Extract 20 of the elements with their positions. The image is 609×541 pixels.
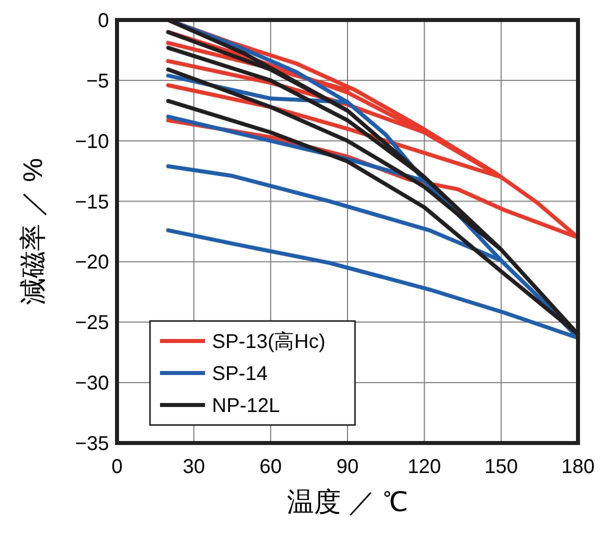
x-axis-title: 温度 ／ ℃: [286, 487, 408, 517]
y-tick-label: −10: [75, 130, 109, 153]
x-tick-label: 150: [484, 456, 518, 478]
y-tick-label: −5: [86, 70, 109, 92]
y-tick-label: 0: [98, 10, 109, 32]
x-tick-label: 90: [336, 456, 359, 478]
y-tick-label: −20: [75, 252, 109, 274]
legend-label: SP-13(高Hc): [212, 330, 326, 353]
y-tick-label: −35: [75, 433, 109, 455]
y-tick-label: −30: [75, 372, 109, 395]
y-axis-title: 減磁率 ／ %: [18, 158, 48, 306]
y-tick-label: −15: [75, 191, 109, 214]
x-tick-label: 30: [182, 456, 205, 478]
legend-label: NP-12L: [212, 395, 280, 417]
y-tick-label: −25: [75, 312, 109, 334]
legend-label: SP-14: [212, 363, 268, 385]
x-tick-label: 60: [260, 456, 282, 478]
x-tick-label: 0: [111, 456, 123, 478]
x-tick-label: 120: [408, 456, 442, 478]
x-tick-label: 180: [561, 456, 595, 478]
